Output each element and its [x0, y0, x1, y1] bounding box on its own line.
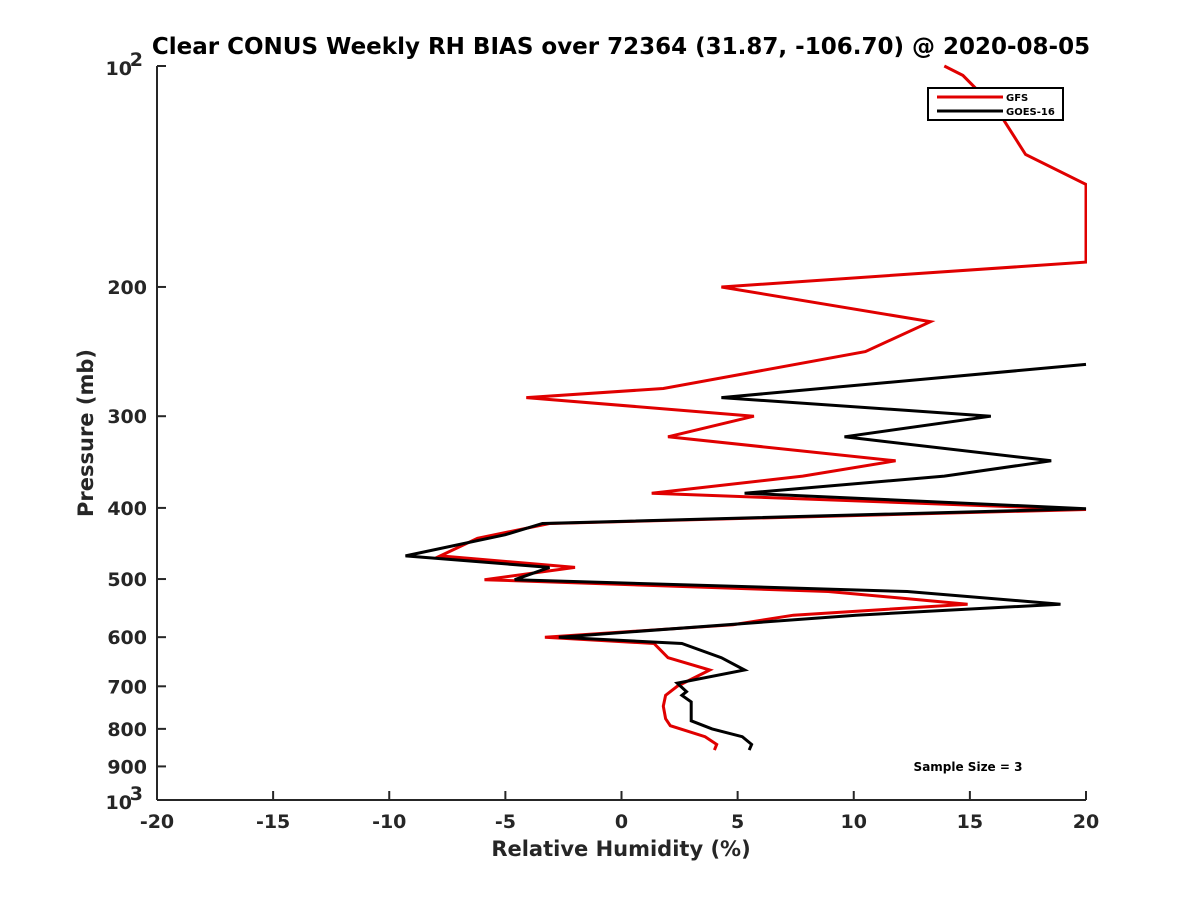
series-line-gfs	[434, 64, 1087, 751]
y-tick-label: 600	[107, 627, 147, 649]
x-tick-label: -20	[140, 811, 174, 833]
y-tick-label: 700	[107, 676, 147, 698]
y-tick-label: 400	[107, 498, 147, 520]
plot-series	[405, 64, 1087, 751]
y-tick-label-base: 10	[106, 792, 132, 814]
y-tick-label-power: 103	[106, 783, 143, 814]
x-tick-label: 20	[1073, 811, 1099, 833]
x-tick-label: -10	[372, 811, 406, 833]
y-tick-label-exponent: 3	[130, 783, 143, 805]
y-tick-label: 500	[107, 569, 147, 591]
legend-box	[927, 87, 1064, 121]
x-tick-label: 10	[841, 811, 867, 833]
y-tick-label-power: 102	[106, 49, 143, 80]
legend: GFS GOES-16	[927, 87, 1064, 121]
x-tick-label: 5	[731, 811, 744, 833]
axes: -20 -15 -10 -5 0 5 10 15 20102200300400500600700…	[106, 49, 1100, 833]
x-tick-label: 15	[957, 811, 983, 833]
series-line-goes-16	[405, 362, 1087, 751]
y-tick-label: 300	[107, 406, 147, 428]
x-tick-label: -15	[256, 811, 290, 833]
x-tick-label: 0	[615, 811, 628, 833]
y-tick-label-base: 10	[106, 58, 132, 80]
y-tick-label: 900	[107, 756, 147, 778]
legend-label: GFS	[1006, 93, 1028, 104]
y-tick-label-exponent: 2	[130, 49, 143, 71]
y-axis-title: Pressure (mb)	[74, 349, 98, 517]
x-tick-label: -5	[495, 811, 516, 833]
y-tick-label: 200	[107, 277, 147, 299]
y-tick-label: 800	[107, 719, 147, 741]
x-axis-title: Relative Humidity (%)	[491, 837, 750, 861]
sample-size-annotation: Sample Size = 3	[914, 760, 1023, 774]
legend-label: GOES-16	[1006, 107, 1055, 118]
chart-title: Clear CONUS Weekly RH BIAS over 72364 (3…	[152, 34, 1090, 60]
